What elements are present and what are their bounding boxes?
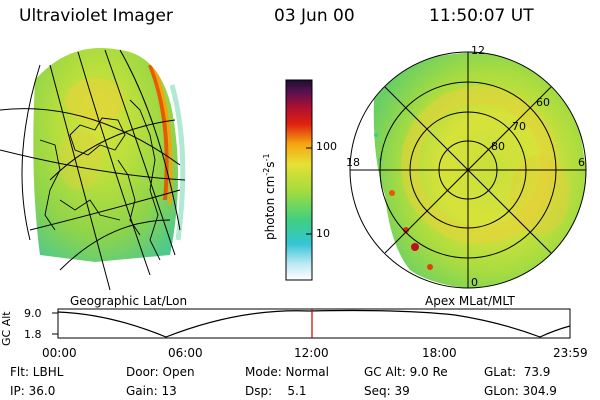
gain-info: Gain: 13	[126, 384, 177, 398]
time-tick-0000: 00:00	[42, 346, 77, 360]
apex-caption: Apex MLat/MLT	[425, 294, 515, 308]
time-tick-1200: 12:00	[294, 346, 329, 360]
mlt-label-0: 0	[471, 276, 478, 289]
geographic-map	[0, 48, 186, 291]
dsp-info: Dsp: 5.1	[245, 384, 307, 398]
mode-info: Mode: Normal	[245, 365, 329, 379]
glat-info: GLat: 73.9	[484, 365, 551, 379]
filter-info: Flt: LBHL	[10, 365, 64, 379]
altitude-ytick-1: 1.8	[24, 328, 42, 341]
seq-info: Seq: 39	[364, 384, 410, 398]
colorbar-label: photon cm-2s-1	[262, 153, 277, 240]
image-time: 11:50:07 UT	[429, 6, 534, 26]
mlat-label-70: 70	[512, 120, 526, 133]
geographic-caption: Geographic Lat/Lon	[70, 294, 188, 308]
colorbar-tick-100: 100	[316, 140, 337, 153]
image-date: 03 Jun 00	[274, 6, 355, 26]
mlat-label-60: 60	[536, 96, 550, 109]
mlat-label-80: 80	[491, 140, 505, 153]
altitude-ytick-9: 9.0	[24, 307, 42, 320]
door-info: Door: Open	[126, 365, 195, 379]
colorbar	[285, 79, 313, 281]
time-tick-2359: 23:59	[553, 346, 588, 360]
altitude-plot	[52, 308, 571, 339]
glon-info: GLon: 304.9	[484, 384, 557, 398]
time-tick-1800: 18:00	[422, 346, 457, 360]
mlt-label-12: 12	[471, 44, 485, 57]
mlt-label-6: 6	[578, 156, 585, 169]
mlt-label-18: 18	[346, 156, 360, 169]
apex-polar-plot	[349, 51, 587, 289]
gc-alt-info: GC Alt: 9.0 Re	[364, 365, 448, 379]
ip-info: IP: 36.0	[10, 384, 56, 398]
time-tick-0600: 06:00	[168, 346, 203, 360]
colorbar-tick-10: 10	[316, 227, 330, 240]
altitude-ylabel: GC Alt	[0, 311, 13, 346]
instrument-title: Ultraviolet Imager	[19, 6, 173, 26]
